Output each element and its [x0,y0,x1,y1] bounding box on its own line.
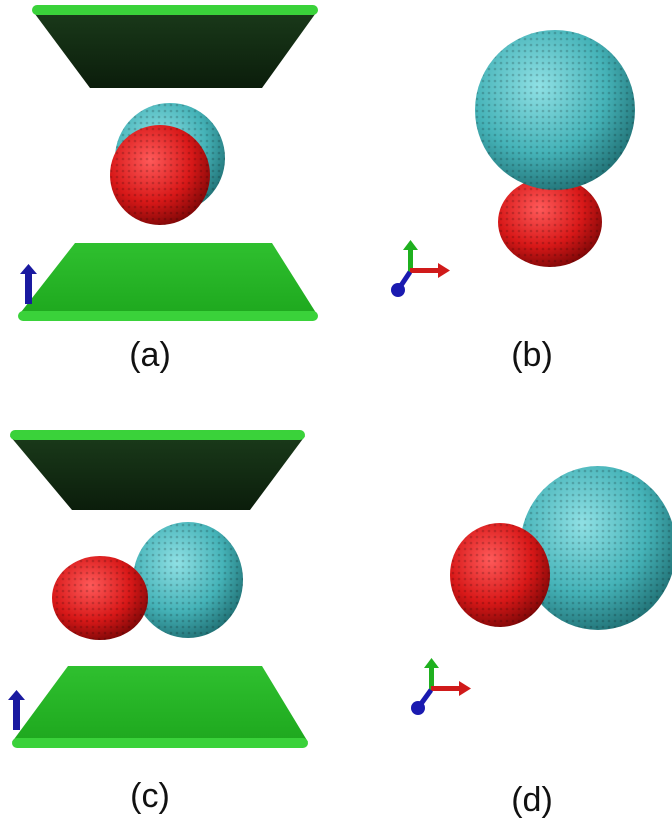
bottom-plate [12,666,308,742]
panel-c: (c) [8,430,308,815]
panel-label: (b) [511,336,553,374]
texture [133,522,243,638]
z-axis [25,272,32,304]
texture [498,177,602,267]
panel-d: (d) [411,466,672,819]
panel-b: (b) [391,30,635,374]
plate-rim [18,311,318,321]
z-arrow [8,690,25,700]
page: {"panels": [{"label": "(a)"}, {"label": … [0,0,672,824]
plate-rim [10,430,305,440]
top-plate [32,10,318,88]
panel-label: (d) [511,781,553,819]
axes-icon [411,658,471,715]
top-plate [10,436,305,510]
texture [450,523,550,627]
texture [520,466,672,630]
panel-a: (a) [18,5,318,374]
bottom-plate [18,243,318,316]
axes-icon [391,240,450,297]
figure: (a) (b) (c) [0,0,672,824]
texture [52,556,148,640]
z-axis [13,698,20,730]
texture [110,125,210,225]
texture [475,30,635,190]
plate-rim [32,5,318,15]
panel-label: (c) [130,777,170,815]
z-arrow [20,264,37,274]
plate-rim [12,738,308,748]
panel-label: (a) [129,336,171,374]
